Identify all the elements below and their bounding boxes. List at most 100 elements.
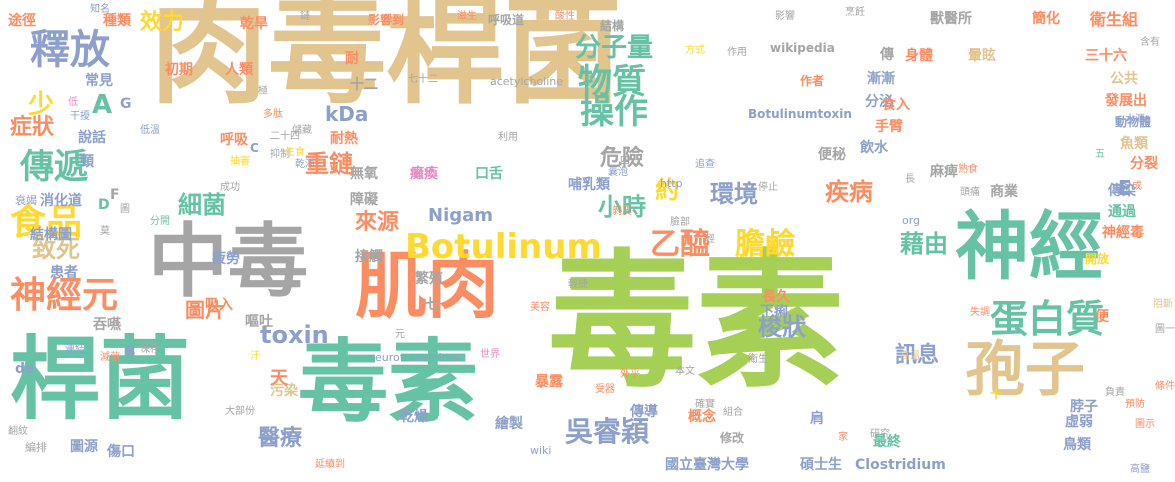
cloud-word: 致死: [32, 235, 80, 263]
cloud-word: 碩士生: [800, 457, 842, 473]
cloud-word: 概念: [688, 409, 716, 425]
cloud-word: 乾淨: [295, 159, 315, 170]
cloud-word: 烹飪: [845, 7, 865, 18]
cloud-word: 剝皮: [612, 206, 632, 217]
cloud-word: 手臂: [875, 119, 903, 135]
cloud-word: 癱瘓: [410, 166, 438, 182]
cloud-word: 阻斷: [1153, 299, 1173, 310]
cloud-word: 危險: [600, 146, 645, 171]
cloud-word: 開放: [1085, 252, 1110, 266]
cloud-word: 神經元: [10, 275, 119, 316]
cloud-word: 接觸: [355, 249, 383, 265]
cloud-word: 生食: [285, 147, 305, 158]
cloud-word: 大部份: [225, 406, 255, 417]
cloud-word: 衛生組: [1090, 10, 1139, 29]
cloud-word: 二十四: [270, 131, 300, 142]
cloud-word: 來源: [355, 210, 400, 235]
cloud-word: 條件: [1155, 381, 1175, 392]
cloud-word: 耐: [345, 51, 359, 67]
cloud-word: 圖源: [70, 439, 98, 455]
cloud-word: 囊泡: [608, 167, 628, 178]
cloud-word: 細菌: [178, 191, 226, 219]
cloud-word: 神經毒: [1102, 225, 1144, 241]
cloud-word: 影響到: [368, 13, 405, 27]
cloud-word: 肩: [810, 411, 824, 427]
cloud-word: 吸入: [205, 297, 233, 313]
cloud-word: 高溫: [900, 351, 920, 362]
cloud-word: 儲藏: [292, 125, 312, 136]
cloud-word: 污染: [270, 383, 298, 399]
cloud-word: wiki: [530, 444, 552, 457]
cloud-word: 頸: [80, 154, 94, 170]
cloud-word: 傳染: [1108, 183, 1136, 199]
cloud-word: 本文: [675, 366, 695, 377]
cloud-word: 熟食: [958, 164, 978, 175]
cloud-word: 五: [1095, 149, 1105, 160]
cloud-word: 暈眩: [968, 48, 996, 64]
cloud-word: 分子量: [575, 33, 654, 63]
cloud-word: 天: [270, 368, 288, 389]
cloud-word: 傷口: [107, 444, 135, 460]
cloud-word: 患者: [50, 265, 78, 281]
cloud-word: 追查: [695, 159, 715, 170]
cloud-word: 孢子: [965, 335, 1085, 405]
cloud-word: 研究: [870, 429, 890, 440]
cloud-word: 輕捷: [568, 279, 588, 290]
cloud-word: wikipedia: [770, 41, 835, 55]
cloud-word: 簡化: [1032, 11, 1060, 27]
cloud-word: 食入: [882, 97, 910, 113]
cloud-word: 受器: [595, 384, 615, 395]
cloud-word: 知名: [90, 4, 110, 15]
cloud-word: Nigam: [428, 205, 494, 226]
cloud-word: 乾旱: [240, 16, 268, 32]
cloud-word: 七十二: [408, 74, 438, 85]
cloud-word: 哺乳類: [568, 177, 610, 193]
cloud-word: 最終: [873, 434, 901, 450]
cloud-word: 重鏈: [305, 150, 353, 178]
cloud-word: 多肽: [263, 109, 283, 120]
cloud-word: 中毒: [148, 215, 308, 308]
cloud-word: 分裂: [1130, 156, 1158, 172]
cloud-word: 下痢: [760, 304, 788, 320]
cloud-word: acetylcholine: [490, 75, 564, 88]
cloud-word: Botulinum: [405, 227, 602, 267]
cloud-word: 蛋白質: [990, 297, 1105, 341]
cloud-word: 初期: [165, 62, 193, 78]
cloud-word: 圖一: [1155, 324, 1175, 335]
cloud-word: 國立臺灣大學: [665, 457, 749, 473]
cloud-word: B: [125, 344, 136, 360]
cloud-word: 結構: [600, 19, 625, 33]
cloud-word: 物質: [578, 62, 646, 102]
cloud-word: 呼吸: [220, 132, 248, 148]
cloud-word: 效力: [140, 10, 185, 35]
cloud-word: 汗: [250, 351, 260, 362]
cloud-word: 釋放: [30, 27, 110, 73]
cloud-word: 常見: [85, 73, 113, 89]
cloud-word: 繁殖: [415, 271, 443, 287]
cloud-word: 醫療: [258, 426, 303, 451]
cloud-word: 動物體: [1115, 115, 1152, 129]
cloud-word: 公共: [1110, 71, 1138, 87]
cloud-word: E: [1118, 176, 1132, 200]
cloud-word: 約: [655, 176, 679, 204]
cloud-word: 呼吸道: [488, 13, 525, 27]
cloud-word: 作用: [727, 47, 747, 58]
cloud-word: 輕: [705, 234, 715, 245]
cloud-word: 傳: [880, 47, 894, 63]
cloud-word: 疾病: [825, 178, 873, 206]
cloud-word: 消化道: [40, 193, 82, 209]
cloud-word: 圖片: [185, 298, 225, 322]
cloud-word: 肉毒桿菌: [150, 0, 623, 120]
cloud-word: 環境: [710, 180, 758, 208]
cloud-word: 肌肉: [355, 244, 500, 328]
cloud-word: 說話: [78, 130, 106, 146]
cloud-word: 嘔吐: [245, 314, 273, 330]
cloud-word: 成功: [220, 182, 240, 193]
cloud-word: 三十六: [1085, 48, 1127, 64]
cloud-word: 魚類: [1120, 136, 1148, 152]
cloud-word: 成: [1132, 181, 1142, 192]
cloud-word: 長久: [762, 289, 790, 305]
cloud-word: 確實: [695, 399, 715, 410]
cloud-word: 抽審: [230, 156, 250, 167]
